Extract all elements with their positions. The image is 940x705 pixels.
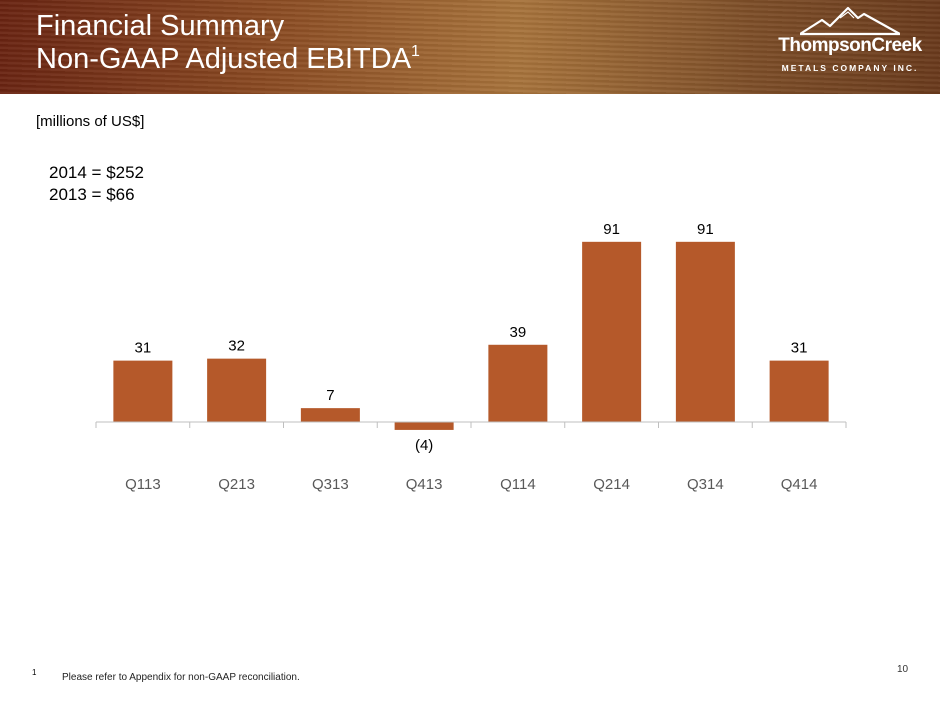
annual-total-2013: 2013 = $66 <box>49 185 135 204</box>
data-label-q314: 91 <box>697 221 714 238</box>
bar-q414 <box>769 360 829 422</box>
data-label-q313: 7 <box>326 387 334 404</box>
bar-q313 <box>300 408 360 422</box>
category-label-q313: Q313 <box>312 476 349 493</box>
category-label-q114: Q114 <box>500 476 536 493</box>
annual-total-2014: 2014 = $252 <box>49 163 145 182</box>
bar-q213 <box>207 358 267 422</box>
title-line-1: Financial Summary <box>36 10 285 42</box>
company-logo: ThompsonCreek METALS COMPANY INC. <box>770 6 930 84</box>
logo-tagline: METALS COMPANY INC. <box>781 63 919 73</box>
title-footnote-ref: 1 <box>411 43 420 60</box>
data-label-q213: 32 <box>228 338 245 355</box>
mountain-peaks-icon <box>800 6 900 36</box>
category-label-q113: Q113 <box>125 476 161 493</box>
units-label: [millions of US$] <box>36 113 145 130</box>
bar-q214 <box>582 241 642 422</box>
data-label-q114: 39 <box>510 324 527 341</box>
footnote-text: Please refer to Appendix for non-GAAP re… <box>62 672 300 683</box>
logo-name: ThompsonCreek <box>778 35 922 56</box>
footnote-marker: 1 <box>32 668 37 677</box>
page-title: Financial Summary Non-GAAP Adjusted EBIT… <box>36 10 420 76</box>
bar-q314 <box>675 241 735 422</box>
annual-totals: 2014 = $252 2013 = $66 <box>49 162 144 206</box>
data-label-q214: 91 <box>603 221 620 238</box>
category-label-q414: Q414 <box>781 476 818 493</box>
bar-q413 <box>394 422 454 430</box>
data-label-q414: 31 <box>791 340 808 357</box>
title-line-2: Non-GAAP Adjusted EBITDA1 <box>36 43 420 76</box>
category-label-q314: Q314 <box>687 476 724 493</box>
bar-q114 <box>488 344 548 422</box>
header-banner: Financial Summary Non-GAAP Adjusted EBIT… <box>0 0 940 94</box>
title-line-2-text: Non-GAAP Adjusted EBITDA <box>36 43 412 75</box>
page-number: 10 <box>897 664 909 675</box>
category-label-q214: Q214 <box>593 476 630 493</box>
bar-q113 <box>113 360 173 422</box>
data-label-q113: 31 <box>135 340 152 357</box>
data-label-q413: (4) <box>415 437 433 454</box>
category-label-q413: Q413 <box>406 476 443 493</box>
category-label-q213: Q213 <box>218 476 255 493</box>
